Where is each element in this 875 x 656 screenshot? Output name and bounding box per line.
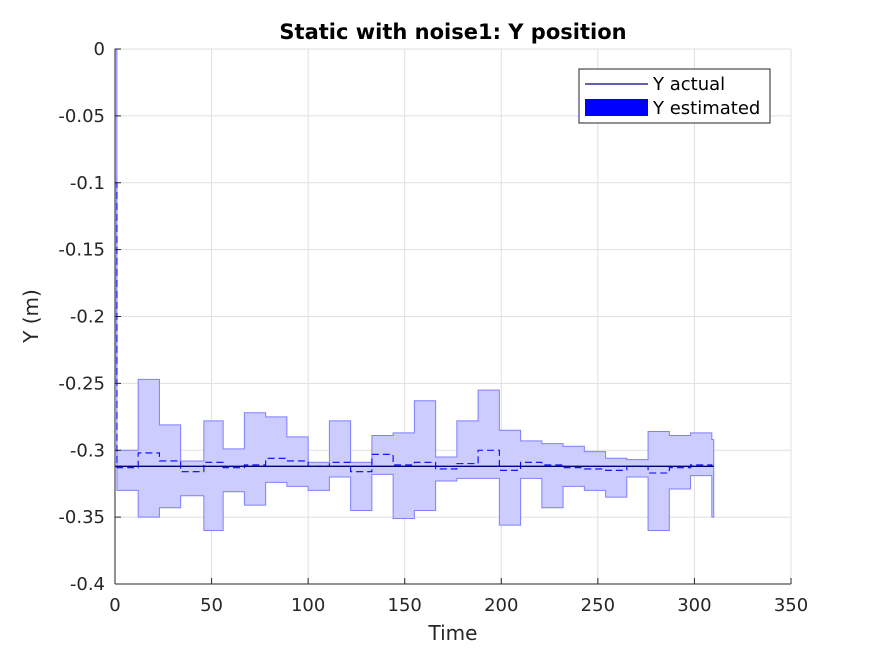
y-tick-label: -0.2 (70, 307, 105, 328)
y-tick-label: -0.35 (58, 507, 105, 528)
x-tick-label: 200 (484, 595, 518, 616)
confidence-band (114, 48, 715, 531)
axes (114, 48, 792, 585)
estimate-line (115, 182, 714, 474)
y-tick-label: -0.05 (58, 106, 105, 127)
x-tick-label: 50 (200, 595, 223, 616)
legend-label-estimated: Y estimated (652, 98, 760, 119)
legend-swatch-estimated (585, 99, 648, 116)
x-tick-label: 350 (774, 595, 808, 616)
y-tick-label: -0.1 (70, 173, 105, 194)
y-axis-label: Y (m) (19, 289, 43, 344)
y-tick-label: 0 (94, 39, 105, 60)
x-axis-label: Time (428, 621, 478, 645)
series-lines (115, 182, 714, 474)
x-tick-label: 0 (109, 595, 120, 616)
x-tick-label: 150 (388, 595, 422, 616)
y-tick-label: -0.25 (58, 373, 105, 394)
tick-labels: 0 50 100 150 200 250 300 350 0 -0.05 -0.1 -0.15 -0.2… (58, 39, 808, 616)
chart-title: Static with noise1: Y position (279, 20, 626, 44)
legend: Y actual Y estimated (578, 68, 771, 124)
y-tick-label: -0.15 (58, 240, 105, 261)
estimate-band (114, 48, 715, 531)
x-tick-label: 250 (581, 595, 615, 616)
x-tick-label: 300 (677, 595, 711, 616)
x-tick-label: 100 (291, 595, 325, 616)
y-tick-label: -0.4 (70, 574, 105, 595)
y-tick-label: -0.3 (70, 440, 105, 461)
legend-label-actual: Y actual (652, 74, 725, 95)
